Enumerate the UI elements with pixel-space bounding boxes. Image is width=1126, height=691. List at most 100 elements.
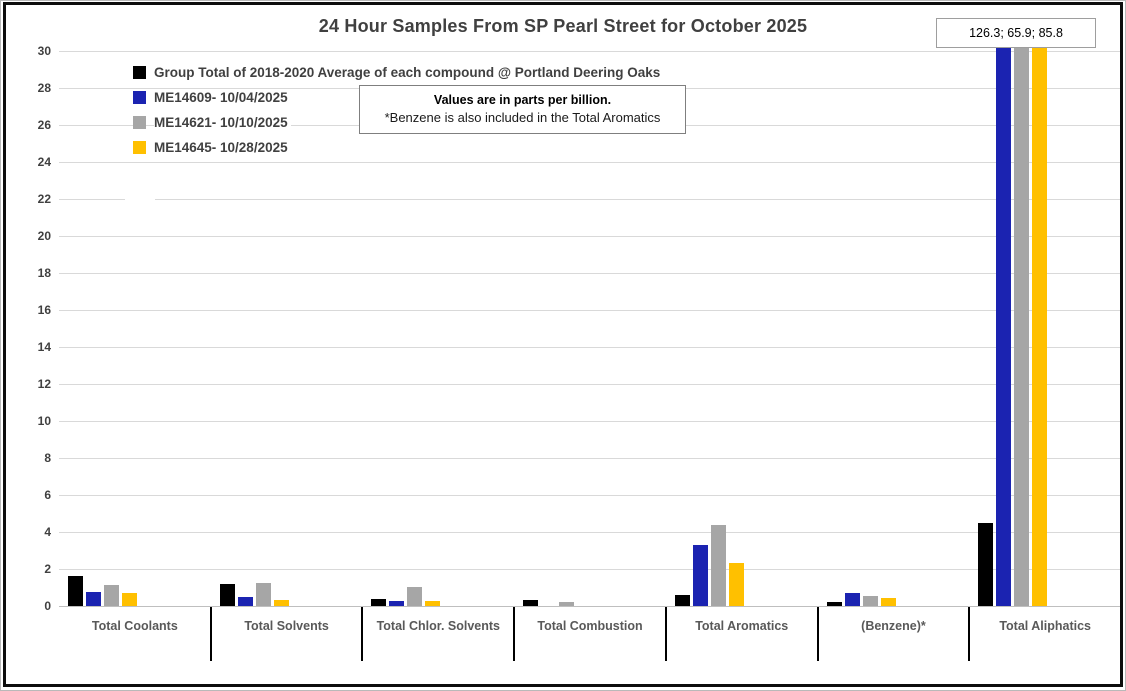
clipped-values-text: 126.3; 65.9; 85.8 [969, 26, 1063, 40]
legend-swatch-icon [133, 66, 146, 79]
category-label-2: Total Chlor. Solvents [362, 607, 516, 661]
bar-series-1-cat-0 [86, 592, 101, 606]
x-axis-category-labels: Total Coolants Total Solvents Total Chlor.… [59, 607, 1121, 661]
y-tick-label-10: 10 [37, 414, 51, 428]
gridline-gap-artifact [125, 192, 155, 206]
y-tick-label-26: 26 [37, 118, 51, 132]
bar-series-2-cat-2 [407, 586, 423, 606]
gridline-y-10 [59, 421, 1121, 422]
bar-group-5 [818, 51, 970, 606]
legend-item-2: ME14621- 10/10/2025 [133, 110, 663, 135]
y-tick-label-22: 22 [37, 192, 51, 206]
legend: Group Total of 2018-2020 Average of each… [133, 60, 664, 160]
bar-series-3-cat-5 [880, 597, 896, 606]
category-label-6: Total Aliphatics [999, 619, 1092, 633]
bar-group-0 [59, 51, 211, 606]
legend-label-2: ME14621- 10/10/2025 [154, 114, 291, 131]
gridline-y-4 [59, 532, 1121, 533]
bar-series-2-cat-1 [255, 582, 271, 606]
category-separator [968, 607, 971, 661]
y-tick-label-18: 18 [37, 266, 51, 280]
bar-series-0-cat-2 [371, 598, 387, 606]
bar-series-container [59, 48, 1121, 606]
y-tick-label-24: 24 [37, 155, 51, 169]
x-axis-line [59, 606, 1121, 607]
gridline-y-2 [59, 569, 1121, 570]
category-label-3: Total Combustion [514, 607, 667, 661]
category-separator [209, 607, 212, 661]
bar-series-0-cat-6 [978, 522, 994, 606]
bar-series-2-cat-5 [862, 595, 878, 606]
bar-series-2-cat-0 [104, 584, 119, 606]
category-label-4: Total Aromatics [666, 607, 819, 661]
legend-swatch-icon [133, 91, 146, 104]
category-label-5: (Benzene)* [818, 607, 971, 661]
legend-item-3: ME14645- 10/28/2025 [133, 135, 663, 160]
bar-series-0-cat-5 [826, 602, 842, 606]
gridline-y-18 [59, 273, 1121, 274]
bar-series-0-cat-3 [523, 600, 539, 606]
category-separator [361, 607, 364, 661]
category-label-0: Total Coolants [59, 607, 212, 661]
category-label-1: Total Solvents [211, 607, 364, 661]
gridline-y-12 [59, 384, 1121, 385]
gridline-y-14 [59, 347, 1121, 348]
bar-group-3 [514, 51, 666, 606]
bar-series-1-cat-1 [237, 596, 253, 606]
y-tick-label-20: 20 [37, 229, 51, 243]
bar-series-1-cat-4 [692, 544, 708, 606]
legend-item-0: Group Total of 2018-2020 Average of each… [133, 60, 664, 85]
bar-series-3-cat-2 [425, 601, 441, 606]
bar-series-2-cat-3 [559, 602, 575, 606]
gridline-y-6 [59, 495, 1121, 496]
bar-series-0-cat-1 [219, 583, 235, 606]
legend-label-0: Group Total of 2018-2020 Average of each… [154, 64, 664, 81]
benzene-note-line: *Benzene is also included in the Total A… [384, 110, 661, 125]
gridline-y-24 [59, 162, 1121, 163]
bar-series-3-cat-0 [122, 593, 137, 606]
y-tick-label-4: 4 [44, 525, 51, 539]
legend-swatch-icon [133, 116, 146, 129]
bar-group-4 [666, 51, 818, 606]
units-note-box: Values are in parts per billion. *Benzen… [359, 85, 686, 134]
bar-group-1 [211, 51, 363, 606]
y-tick-label-12: 12 [37, 377, 51, 391]
bar-group-6 [969, 48, 1121, 606]
y-tick-label-30: 30 [37, 44, 51, 58]
y-tick-label-6: 6 [44, 488, 51, 502]
legend-label-3: ME14645- 10/28/2025 [154, 139, 291, 156]
bar-series-0-cat-0 [68, 576, 83, 606]
clipped-values-annotation-box: 126.3; 65.9; 85.8 [936, 18, 1096, 48]
gridline-y-22 [59, 199, 1121, 200]
bar-group-2 [362, 51, 514, 606]
legend-swatch-icon [133, 141, 146, 154]
y-tick-label-8: 8 [44, 451, 51, 465]
bar-series-1-cat-5 [844, 593, 860, 606]
category-separator [816, 607, 819, 661]
y-axis: 0 2 4 6 8 10 12 14 16 18 20 22 24 26 28 30 [1, 44, 55, 613]
category-separator [664, 607, 667, 661]
units-note-line: Values are in parts per billion. [433, 93, 612, 107]
y-tick-label-14: 14 [37, 340, 51, 354]
gridline-y-16 [59, 310, 1121, 311]
bar-series-3-cat-4 [728, 563, 744, 606]
bar-series-1-cat-2 [389, 601, 405, 606]
bar-series-2-cat-4 [710, 524, 726, 606]
bar-series-3-cat-1 [273, 599, 289, 606]
legend-label-1: ME14609- 10/04/2025 [154, 89, 291, 106]
y-tick-label-28: 28 [37, 81, 51, 95]
gridline-y-20 [59, 236, 1121, 237]
bar-series-3-cat-6 [1032, 48, 1048, 606]
bar-series-0-cat-4 [674, 594, 690, 606]
y-tick-label-16: 16 [37, 303, 51, 317]
chart-title: 24 Hour Samples From SP Pearl Street for… [318, 16, 808, 36]
gridline-y-8 [59, 458, 1121, 459]
bar-series-1-cat-6 [996, 48, 1012, 606]
category-separator [513, 607, 516, 661]
y-tick-label-2: 2 [44, 562, 51, 576]
legend-item-1: ME14609- 10/04/2025 [133, 85, 663, 110]
y-tick-label-0: 0 [44, 599, 51, 613]
bar-series-2-cat-6 [1014, 48, 1030, 606]
gridline-y-30 [59, 51, 1121, 52]
